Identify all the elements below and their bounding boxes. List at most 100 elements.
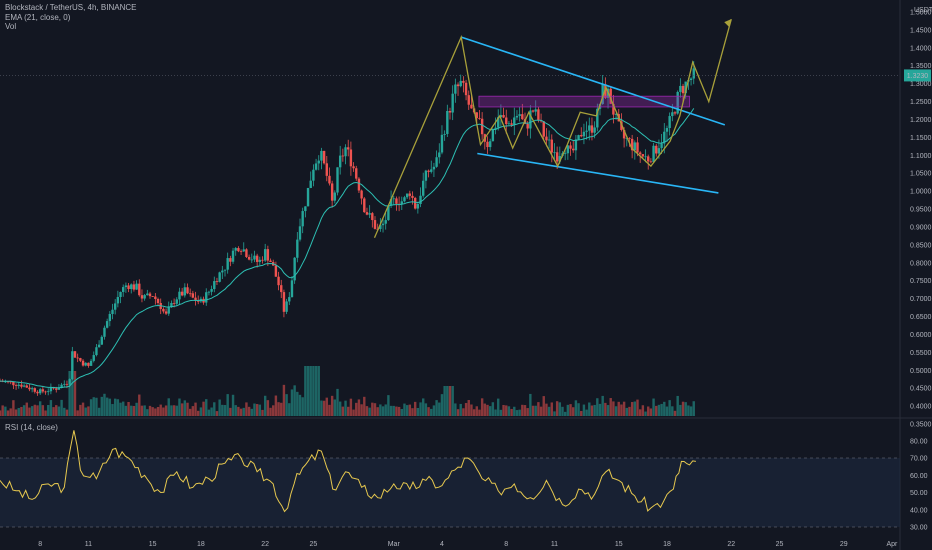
candle-body [379,225,382,230]
candle-body [188,293,192,295]
rsi-tick-label: 60.00 [910,473,928,480]
volume-bar [443,386,446,416]
volume-bar [296,391,299,416]
volume-bar [647,406,650,416]
volume-bar [692,401,695,416]
candle-body [638,152,642,155]
candle-body [97,344,101,348]
volume-bar [577,403,580,416]
candle-body [668,116,671,129]
volume-bar [186,402,189,416]
volume-bar [553,411,556,416]
candle-body [357,178,361,191]
volume-bar [6,410,10,416]
candle-body [127,285,130,290]
volume-bar [687,405,690,416]
volume-bar [491,402,495,416]
candle-body [411,195,414,198]
candle-body [49,386,53,392]
candle-body [113,303,117,310]
volume-bar [298,394,302,416]
volume-bar [373,403,377,416]
candle-body [105,321,109,328]
candle-body [255,255,259,262]
candle-body [338,155,342,168]
volume-bar [314,366,318,416]
candle-body [577,135,580,140]
volume-bar [84,407,87,416]
volume-bar [76,410,79,416]
candle-body [641,154,645,157]
candle-body [116,297,120,304]
candle-body [38,389,42,394]
candle-body [191,293,195,298]
candle-body [478,118,481,119]
volume-bar [411,408,414,416]
candle-body [507,123,511,125]
candle-body [515,115,519,118]
price-tick-label: 1.2000 [910,117,932,124]
candle-body [210,289,213,292]
volume-bar [288,403,291,416]
candle-body [363,198,366,213]
volume-bar [609,398,612,416]
candle-body [285,301,288,312]
candle-body [304,206,307,212]
candle-body [215,281,219,282]
candle-body [325,163,328,176]
volume-bar [376,407,379,416]
volume-bar [328,404,331,416]
candle-body [628,138,631,140]
volume-bar [167,398,170,416]
volume-bar [130,405,133,416]
candle-body [218,272,221,282]
volume-bar [138,394,141,416]
time-tick-label: 25 [776,541,784,548]
candle-body [28,387,31,390]
candle-body [205,292,208,303]
candle-body [467,95,470,105]
candle-body [422,180,425,196]
volume-bar [430,408,433,416]
price-tick-label: 1.1000 [910,153,932,160]
volume-bar [681,401,685,416]
price-tick-label: 0.7000 [910,296,932,303]
candle-body [625,138,628,140]
volume-bar [306,366,310,416]
volume-bar [226,394,229,416]
volume-bar [341,406,345,416]
candle-body [119,291,122,298]
rsi-legend: RSI (14, close) [5,423,58,433]
volume-bar [68,371,71,416]
candle-body [162,308,165,312]
candle-body [266,249,270,261]
volume-bar [588,402,591,416]
candle-body [513,117,516,125]
volume-bar [30,406,34,416]
candle-body [261,259,264,261]
time-tick-label: Mar [388,541,401,548]
volume-bar [475,406,478,416]
candle-body [172,302,176,304]
volume-bar [116,399,120,416]
candle-body [633,142,637,151]
volume-bar [1,405,4,416]
volume-bar [17,407,20,416]
volume-bar [258,404,262,416]
volume-bar [4,406,7,416]
candle-body [529,110,532,129]
candle-body [333,192,337,201]
volume-bar [247,406,251,416]
volume-bar [237,406,240,416]
candle-body [663,131,666,144]
candle-body [103,327,106,337]
volume-bar [41,405,45,416]
volume-bar [652,398,655,416]
volume-bar [89,399,93,416]
volume-bar [387,395,390,416]
candle-body [432,166,436,170]
price-tick-label: 0.3500 [910,422,932,429]
candle-body [545,136,548,141]
volume-bar [673,410,677,416]
